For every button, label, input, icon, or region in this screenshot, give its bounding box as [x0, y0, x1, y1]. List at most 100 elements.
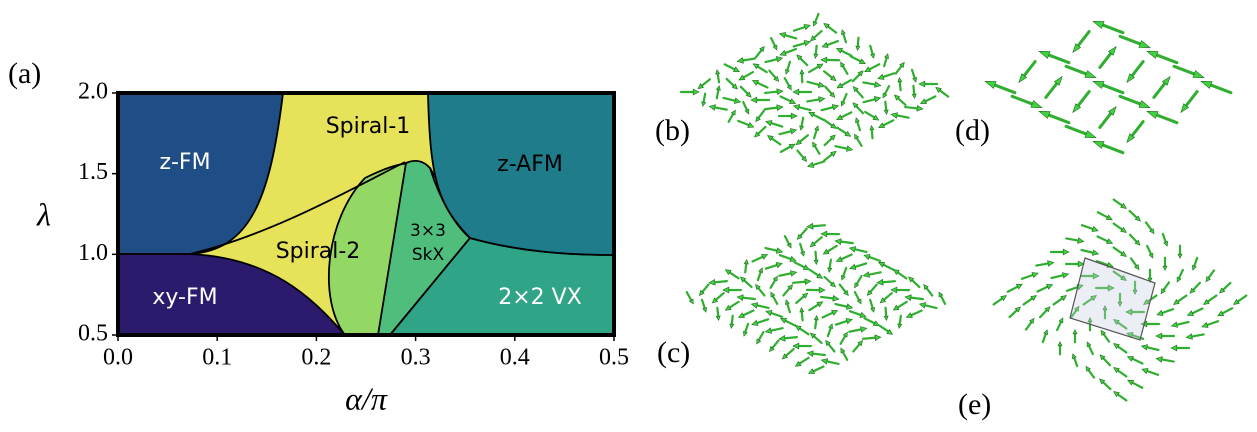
spin-arrow: [780, 255, 796, 261]
spin-arrow: [793, 343, 811, 349]
arrow-shaft: [1103, 333, 1109, 341]
arrow-shaft: [781, 96, 792, 101]
arrow-head: [822, 42, 828, 47]
spin-arrow: [766, 262, 782, 268]
arrow-head: [780, 51, 786, 56]
spin-arrow: [870, 300, 874, 312]
arrow-head: [1031, 101, 1042, 108]
spin-arrow: [1186, 334, 1203, 340]
arrow-head: [703, 308, 707, 313]
arrow-head: [1128, 380, 1134, 385]
arrow-head: [800, 126, 804, 130]
arrow-head: [873, 321, 879, 326]
spin-arrow: [771, 276, 778, 288]
spin-arrow: [822, 105, 839, 111]
arrow-shaft: [1191, 334, 1204, 336]
arrow-head: [776, 57, 782, 62]
arrow-shaft: [828, 344, 834, 352]
spin-arrow: [1202, 321, 1218, 327]
arrow-shaft: [1077, 92, 1089, 107]
spin-arrow: [769, 341, 778, 352]
spin-arrow: [1100, 47, 1116, 68]
arrow-shaft: [1036, 263, 1049, 265]
spin-arrow: [880, 293, 892, 303]
arrow-shaft: [824, 71, 833, 78]
arrow-shaft: [1179, 270, 1183, 279]
spin-arrow: [822, 41, 838, 47]
arrow-shaft: [812, 162, 824, 166]
spin-arrow: [793, 89, 811, 95]
spin-arrow: [785, 62, 790, 74]
arrow-shaft: [1066, 66, 1088, 74]
spin-arrow: [712, 293, 723, 303]
arrow-shaft: [863, 82, 876, 84]
arrow-head: [835, 239, 841, 245]
arrow-head: [751, 303, 757, 308]
arrow-head: [716, 86, 720, 90]
spin-arrow: [905, 295, 923, 301]
arrow-head: [809, 112, 815, 117]
arrow-head: [790, 256, 796, 261]
spin-arrow: [709, 105, 726, 111]
arrow-head: [776, 248, 782, 253]
spin-arrow: [779, 335, 797, 341]
arrow-shaft: [1185, 92, 1197, 107]
arrow-shaft: [773, 295, 778, 304]
arrow-shaft: [1088, 369, 1094, 377]
arrow-head: [1087, 342, 1091, 347]
arrow-shaft: [759, 332, 764, 340]
spin-arrow: [939, 292, 945, 304]
spin-arrow: [768, 136, 781, 145]
arrow-head: [766, 310, 772, 315]
spin-arrow: [1157, 309, 1173, 315]
arrow-shaft: [841, 335, 846, 343]
spin-arrow: [698, 79, 710, 88]
arrow-shaft: [843, 94, 847, 103]
spin-arrow: [1127, 62, 1143, 83]
spin-arrow: [716, 308, 720, 321]
arrow-shaft: [793, 282, 806, 283]
arrow-head: [791, 113, 797, 119]
arrow-shaft: [1066, 238, 1079, 240]
region-label: 2×2 VX: [498, 285, 582, 310]
spin-arrow: [785, 236, 791, 248]
spin-arrow: [828, 260, 832, 273]
arrow-shaft: [783, 288, 790, 296]
spin-arrow: [1130, 235, 1140, 245]
arrow-head: [794, 105, 800, 110]
spin-arrow: [1128, 356, 1143, 363]
spin-arrow: [853, 71, 863, 81]
spin-arrow: [779, 113, 797, 119]
spin-arrow: [864, 97, 881, 103]
arrow-shaft: [924, 305, 936, 308]
arrow-head: [814, 316, 818, 320]
arrow-shaft: [780, 255, 792, 259]
arrow-head: [821, 359, 827, 364]
spin-arrow: [739, 72, 753, 80]
spin-arrow: [863, 272, 880, 278]
arrow-shaft: [756, 50, 762, 58]
spin-arrow: [1066, 66, 1096, 77]
arrow-shaft: [1012, 96, 1034, 104]
spin-arrow: [821, 57, 839, 63]
arrow-shaft: [1161, 359, 1174, 361]
arrow-shaft: [738, 121, 749, 126]
spin-arrow: [1039, 51, 1069, 62]
spin-arrow: [841, 94, 846, 106]
arrow-shaft: [813, 237, 821, 244]
spin-arrow: [744, 260, 748, 273]
arrow-shaft: [910, 298, 923, 300]
arrow-shaft: [799, 358, 809, 364]
spin-arrow: [1036, 261, 1053, 267]
spin-arrow: [828, 324, 833, 336]
arrow-shaft: [771, 279, 776, 287]
arrow-shaft: [732, 316, 733, 325]
arrow-head: [1062, 273, 1068, 278]
spin-arrow: [702, 300, 707, 312]
arrow-head: [790, 271, 796, 276]
spin-arrow: [1098, 237, 1113, 244]
arrow-shaft: [1103, 358, 1110, 366]
arrow-head: [875, 82, 881, 88]
arrow-head: [737, 295, 743, 301]
arrow-shaft: [1131, 258, 1137, 266]
